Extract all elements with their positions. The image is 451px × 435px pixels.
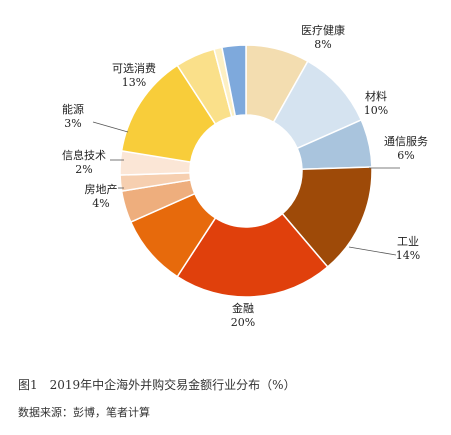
slice-label: 能源 [62, 102, 84, 116]
slice-percent: 4% [92, 197, 109, 210]
slice-percent: 20% [231, 316, 255, 329]
slice-label: 通信服务 [384, 135, 428, 148]
slice-label: 工业 [397, 235, 419, 248]
slice-percent: 14% [396, 249, 420, 262]
slice-percent: 3% [64, 117, 81, 130]
leader-line [348, 246, 397, 256]
slice-percent: 2% [75, 163, 92, 176]
data-source: 数据来源：彭博，笔者计算 [18, 406, 150, 419]
slice-label: 材料 [365, 89, 387, 103]
slice-label: 信息技术 [62, 148, 106, 162]
figure-caption: 图1 2019年中企海外并购交易金额行业分布（%） [18, 378, 296, 392]
slice-label: 房地产 [85, 182, 118, 196]
slice-label: 医疗健康 [301, 23, 345, 37]
slice-label: 可选消费 [112, 61, 156, 75]
donut-slice-unlabeled-12 [221, 44, 247, 117]
leader-lines [92, 121, 400, 256]
slice-percent: 6% [397, 149, 414, 162]
slice-percent: 10% [364, 104, 388, 117]
slice-percent: 13% [122, 76, 146, 89]
donut-slice-4 [176, 212, 329, 298]
slice-percent: 8% [314, 38, 331, 51]
donut-slices [119, 44, 373, 298]
leader-line [92, 121, 129, 133]
slice-label: 金融 [232, 301, 254, 315]
